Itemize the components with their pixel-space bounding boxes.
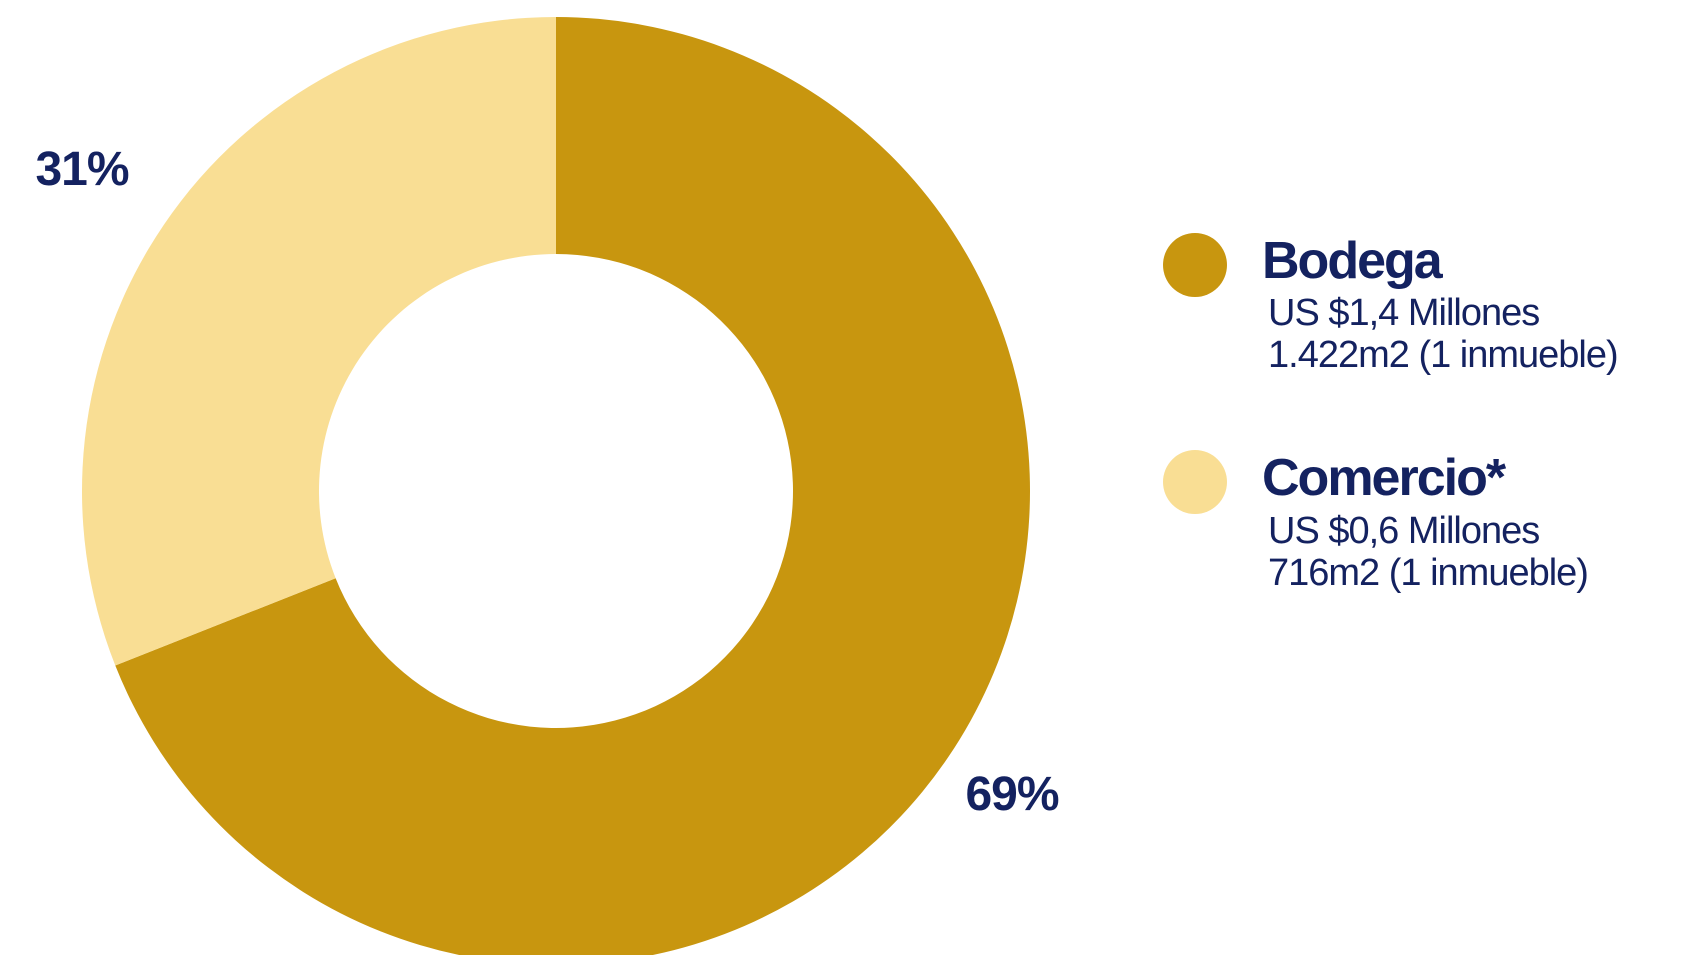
legend-value-comercio: US $0,6 Millones xyxy=(1268,510,1540,552)
legend-swatch-comercio xyxy=(1163,450,1227,514)
legend-value-bodega: US $1,4 Millones xyxy=(1268,292,1540,334)
donut-slice-comercio xyxy=(81,17,557,666)
legend-area-bodega: 1.422m2 (1 inmueble) xyxy=(1268,334,1619,376)
legend-area-comercio: 716m2 (1 inmueble) xyxy=(1268,552,1589,594)
legend-label-bodega: Bodega xyxy=(1262,232,1443,290)
slice-label-comercio: 31% xyxy=(35,143,128,196)
legend-label-comercio: Comercio* xyxy=(1262,449,1506,507)
donut-slice-bodega xyxy=(115,17,1030,955)
legend-swatch-bodega xyxy=(1163,233,1227,297)
slice-label-bodega: 69% xyxy=(965,768,1058,821)
